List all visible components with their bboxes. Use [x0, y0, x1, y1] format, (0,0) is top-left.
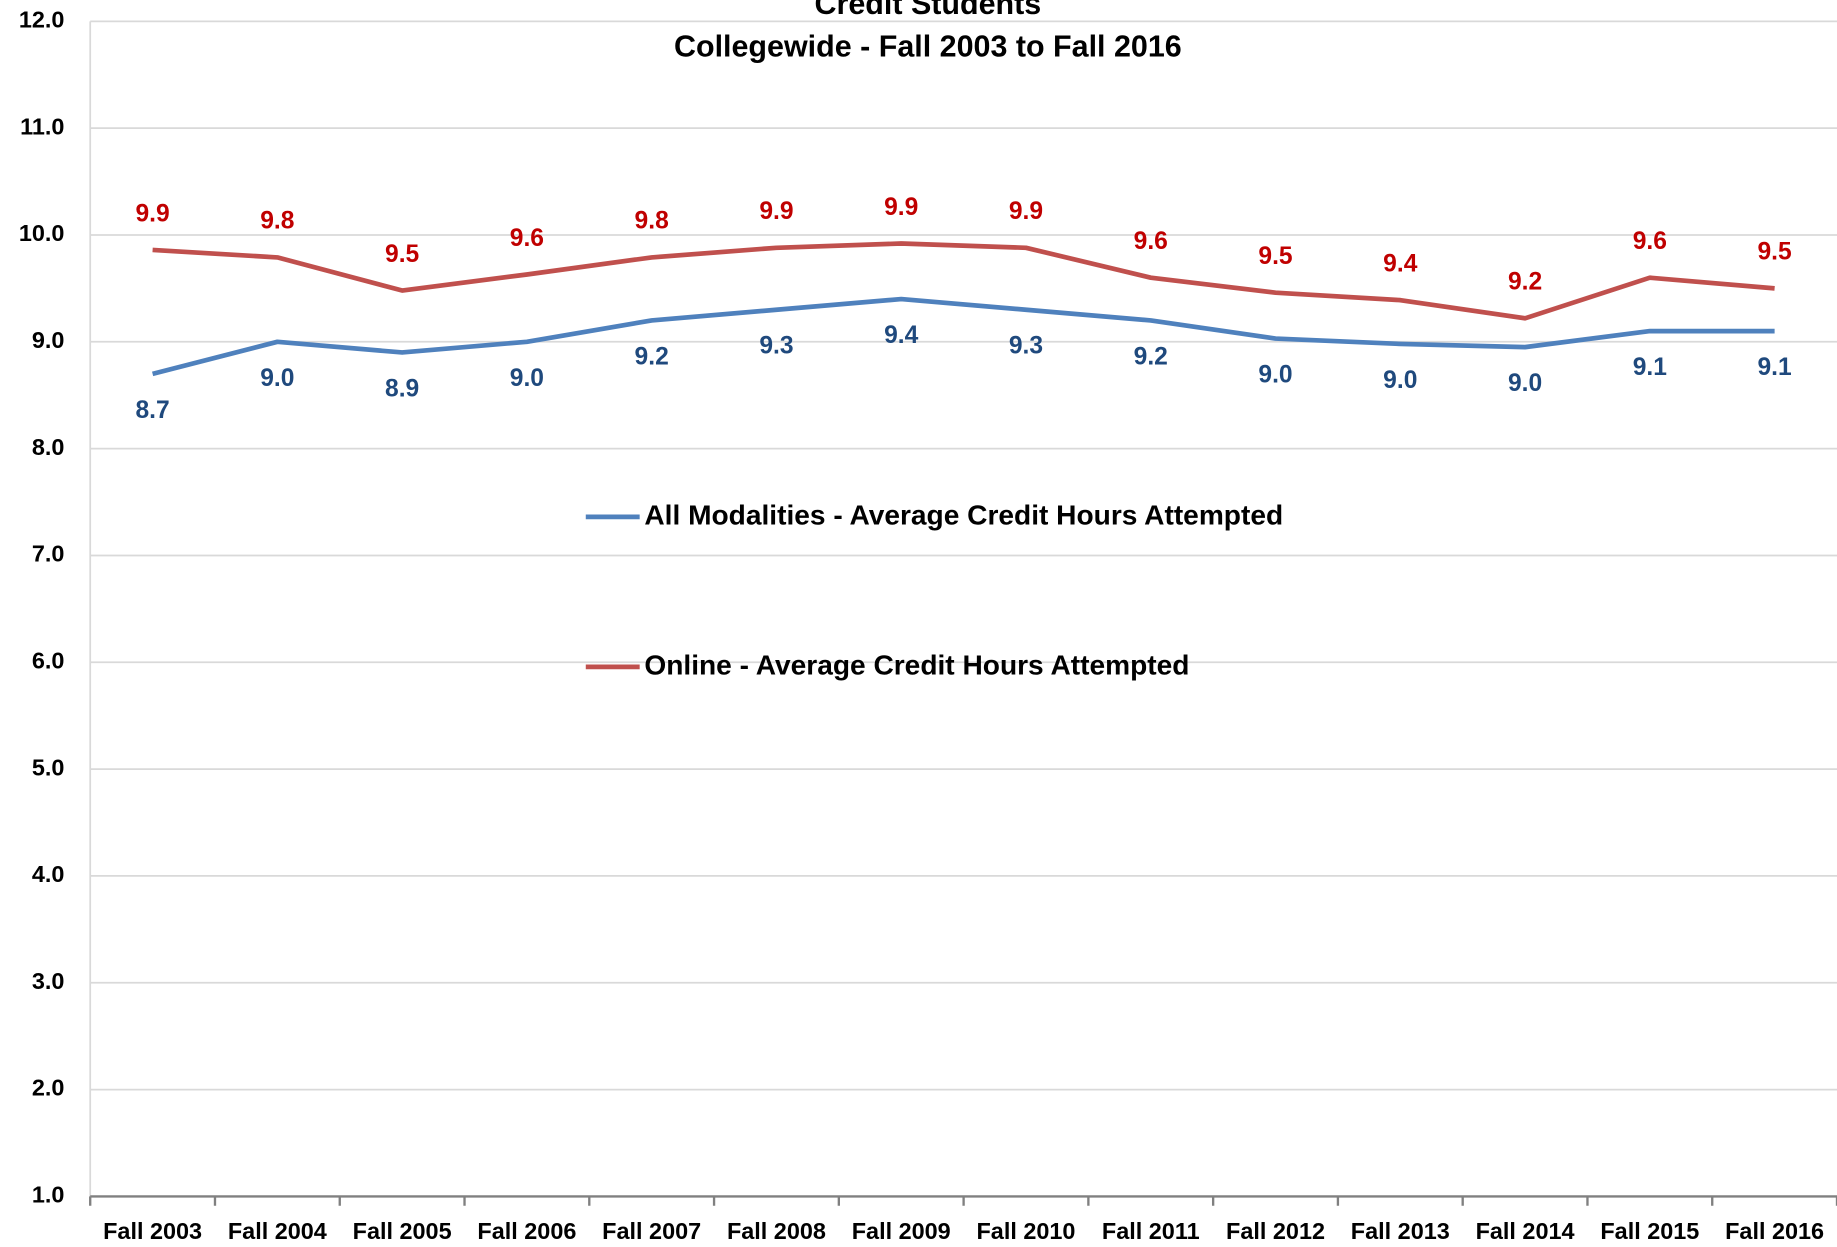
data-label: 9.2	[1134, 343, 1168, 370]
x-tick-label: Fall 2003	[103, 1218, 202, 1244]
data-label: 9.5	[385, 241, 419, 268]
data-label: 9.4	[884, 322, 919, 349]
data-label: 9.8	[260, 208, 294, 235]
x-tick-label: Fall 2014	[1476, 1218, 1575, 1244]
x-tick-label: Fall 2011	[1102, 1218, 1200, 1244]
x-tick-label: Fall 2005	[353, 1218, 452, 1244]
data-label: 9.3	[759, 333, 793, 360]
x-tick-label: Fall 2012	[1226, 1218, 1325, 1244]
data-label: 9.0	[1508, 370, 1542, 397]
x-tick-label: Fall 2010	[977, 1218, 1076, 1244]
data-label: 9.3	[1009, 333, 1043, 360]
x-tick-label: Fall 2015	[1600, 1218, 1699, 1244]
x-tick-label: Fall 2004	[228, 1218, 327, 1244]
x-tick-label: Fall 2006	[477, 1218, 576, 1244]
data-label: 9.5	[1258, 243, 1292, 270]
line	[152, 241, 1775, 321]
y-tick-label: 8.0	[32, 434, 65, 460]
data-label: 9.6	[510, 225, 544, 252]
y-tick-label: 4.0	[32, 861, 65, 887]
y-tick-label: 12.0	[19, 7, 65, 33]
data-label: 9.9	[1009, 198, 1043, 225]
data-label: 9.8	[635, 208, 669, 235]
y-tick-label: 5.0	[32, 754, 65, 780]
legend-label: All Modalities - Average Credit Hours At…	[644, 499, 1283, 530]
data-label: 9.0	[1258, 362, 1292, 389]
data-label: 9.4	[1383, 250, 1418, 277]
legend-label: Online - Average Credit Hours Attempted	[644, 649, 1189, 680]
y-tick-label: 3.0	[32, 968, 65, 994]
x-tick-label: Fall 2009	[852, 1218, 951, 1244]
line	[152, 296, 1775, 377]
data-label: 9.6	[1633, 228, 1667, 255]
data-label: 9.2	[635, 343, 669, 370]
data-label: 8.9	[385, 375, 419, 402]
y-tick-label: 2.0	[32, 1075, 65, 1101]
y-tick-label: 1.0	[32, 1182, 65, 1208]
data-label: 9.5	[1758, 239, 1792, 266]
chart-subtitle: Collegewide - Fall 2003 to Fall 2016	[674, 29, 1182, 63]
chart-title: Credit Students	[815, 0, 1042, 21]
y-tick-label: 11.0	[20, 113, 64, 139]
x-tick-label: Fall 2016	[1725, 1218, 1824, 1244]
y-tick-label: 7.0	[32, 541, 65, 567]
data-label: 9.9	[884, 194, 918, 221]
data-label: 9.2	[1508, 269, 1542, 296]
data-label: 9.1	[1758, 354, 1792, 381]
x-tick-label: Fall 2008	[727, 1218, 826, 1244]
data-label: 9.9	[135, 200, 169, 227]
data-label: 8.7	[135, 397, 169, 424]
data-label: 9.6	[1134, 228, 1168, 255]
data-label: 9.9	[759, 198, 793, 225]
data-label: 9.0	[260, 365, 294, 392]
y-tick-label: 10.0	[19, 220, 65, 246]
data-label: 9.0	[1383, 367, 1417, 394]
data-label: 9.1	[1633, 354, 1667, 381]
x-tick-label: Fall 2013	[1351, 1218, 1450, 1244]
x-tick-label: Fall 2007	[602, 1218, 701, 1244]
data-label: 9.0	[510, 365, 544, 392]
y-tick-label: 6.0	[32, 647, 65, 673]
y-tick-label: 9.0	[32, 327, 65, 353]
